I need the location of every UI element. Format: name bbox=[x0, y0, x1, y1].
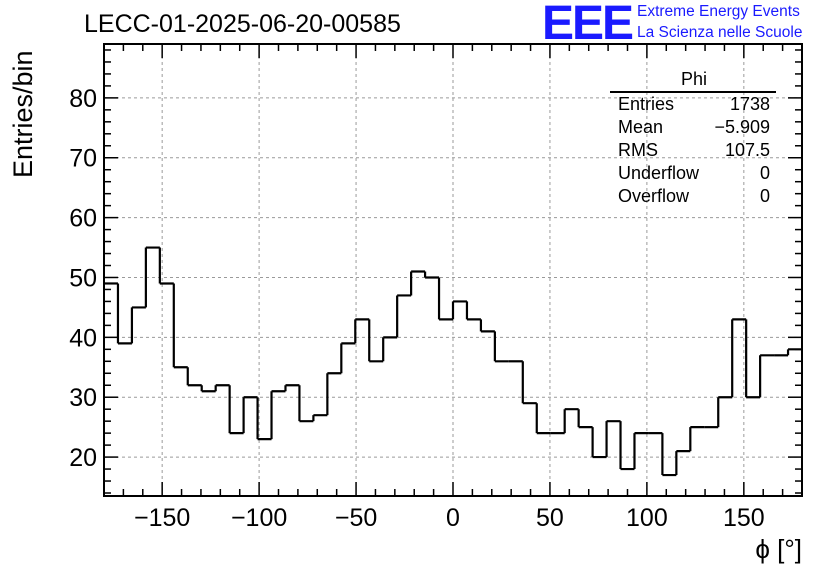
histogram-bin bbox=[451, 300, 467, 320]
histogram-bin bbox=[172, 283, 188, 369]
stats-value: 107.5 bbox=[724, 140, 770, 160]
x-tick-label: 100 bbox=[626, 504, 668, 532]
histogram-bin bbox=[340, 342, 356, 374]
histogram-bin bbox=[228, 385, 244, 435]
histogram-bin bbox=[465, 301, 481, 321]
x-tick-label: −100 bbox=[231, 504, 287, 532]
histogram-bin bbox=[396, 294, 412, 338]
eee-logo: EEE bbox=[542, 0, 634, 50]
histogram-bin bbox=[689, 426, 705, 452]
histogram-bin bbox=[326, 372, 342, 416]
y-tick-label: 30 bbox=[69, 384, 97, 412]
histogram-bin bbox=[437, 277, 453, 321]
histogram-bin bbox=[535, 403, 551, 435]
stats-value: 1738 bbox=[729, 94, 770, 114]
histogram-bin bbox=[786, 348, 802, 356]
stats-label: Entries bbox=[618, 94, 675, 114]
stats-divider bbox=[610, 91, 776, 93]
chart-title: LECC-01-2025-06-20-00585 bbox=[84, 10, 401, 38]
histogram-bin bbox=[186, 367, 202, 387]
histogram-bin bbox=[354, 318, 370, 344]
histogram-bin bbox=[633, 432, 649, 470]
histogram-bin bbox=[312, 414, 328, 422]
x-tick-label: 0 bbox=[446, 504, 460, 532]
histogram-bin bbox=[144, 246, 160, 308]
histogram-bin bbox=[214, 384, 230, 392]
x-tick-label: −150 bbox=[134, 504, 190, 532]
axis-tick-labels: −150 −100 −50 0 50 100 150 20 30 40 50 60 70 80 bbox=[69, 85, 765, 532]
histogram-bin bbox=[410, 270, 426, 296]
histogram-bin bbox=[717, 396, 733, 428]
stats-value: −5.909 bbox=[714, 117, 770, 137]
histogram-bin bbox=[200, 385, 216, 393]
stats-value: 0 bbox=[759, 163, 770, 183]
histogram-bin bbox=[242, 396, 258, 434]
histogram-bin bbox=[298, 385, 314, 423]
y-tick-label: 80 bbox=[69, 85, 97, 113]
histogram-bin bbox=[256, 397, 272, 441]
eee-tagline-1: Extreme Energy Events bbox=[637, 3, 800, 20]
x-tick-label: 50 bbox=[536, 504, 564, 532]
histogram-bin bbox=[479, 319, 495, 333]
stats-row-rms: RMS 107.5 bbox=[610, 139, 778, 162]
eee-tagline-2: La Scienza nelle Scuole bbox=[637, 24, 803, 41]
histogram-bin bbox=[368, 319, 384, 363]
histogram-bin bbox=[130, 306, 146, 344]
stats-label: Mean bbox=[618, 117, 664, 137]
y-axis-label: Entries/bin bbox=[8, 50, 38, 178]
y-tick-label: 20 bbox=[69, 444, 97, 472]
stats-label: Overflow bbox=[618, 186, 690, 206]
histogram-bin bbox=[591, 427, 607, 459]
histogram-bin bbox=[661, 433, 677, 477]
histogram-bin bbox=[423, 271, 440, 279]
y-tick-label: 70 bbox=[69, 145, 97, 173]
x-tick-label: 150 bbox=[723, 504, 765, 532]
y-tick-label: 40 bbox=[69, 324, 97, 352]
histogram-bin bbox=[158, 247, 174, 285]
stats-name: Phi bbox=[680, 69, 707, 89]
y-tick-label: 50 bbox=[69, 264, 97, 292]
histogram-bin bbox=[493, 331, 509, 363]
histogram-bin bbox=[284, 384, 300, 392]
stats-label: RMS bbox=[618, 140, 658, 160]
stats-row-overflow: Overflow 0 bbox=[610, 185, 778, 208]
histogram-bin bbox=[731, 318, 747, 398]
histogram-bin bbox=[116, 283, 132, 345]
stats-row-entries: Entries 1738 bbox=[610, 93, 778, 116]
histogram-bin bbox=[759, 354, 775, 398]
histogram-bin bbox=[619, 421, 635, 471]
x-tick-label: −50 bbox=[335, 504, 377, 532]
histogram-series bbox=[104, 246, 802, 477]
histogram-bin bbox=[563, 408, 579, 434]
y-tick-label: 60 bbox=[69, 205, 97, 233]
x-axis-label: ϕ [°] bbox=[755, 534, 802, 564]
histogram-bin bbox=[521, 361, 537, 405]
histogram-bin bbox=[382, 336, 398, 362]
histogram-bin bbox=[577, 409, 593, 429]
grid-lines bbox=[104, 44, 802, 496]
histogram-bin bbox=[675, 449, 691, 476]
stats-value: 0 bbox=[759, 186, 770, 206]
histogram-bin bbox=[270, 390, 286, 440]
histogram-bin bbox=[605, 420, 621, 458]
stats-row-mean: Mean −5.909 bbox=[610, 116, 778, 139]
stats-box: Phi Entries 1738 Mean −5.909 RMS 107.5 U… bbox=[610, 68, 778, 208]
stats-row-underflow: Underflow 0 bbox=[610, 162, 778, 185]
stats-label: Underflow bbox=[618, 163, 700, 183]
histogram-bin bbox=[745, 319, 761, 399]
axis-ticks bbox=[103, 44, 803, 496]
